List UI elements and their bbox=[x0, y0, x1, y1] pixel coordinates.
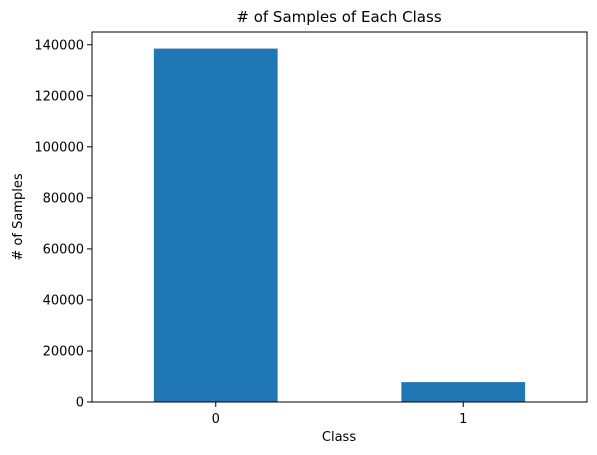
y-tick-label: 140000 bbox=[34, 38, 84, 53]
y-tick-label: 0 bbox=[76, 396, 84, 411]
x-tick-label: 0 bbox=[212, 412, 220, 427]
y-tick-label: 120000 bbox=[34, 89, 84, 104]
x-axis-label: Class bbox=[322, 430, 356, 445]
bars-group bbox=[153, 48, 526, 402]
chart-title: # of Samples of Each Class bbox=[236, 8, 441, 26]
y-axis-ticks: 0 20000 40000 60000 80000 100000 120000 140000 bbox=[34, 38, 92, 411]
y-tick-label: 100000 bbox=[34, 140, 84, 155]
bar-class-1 bbox=[401, 382, 526, 402]
plot-frame bbox=[91, 31, 588, 403]
y-axis-label: # of Samples bbox=[11, 173, 26, 260]
y-tick-label: 60000 bbox=[43, 242, 84, 257]
y-tick-label: 80000 bbox=[43, 191, 84, 206]
y-tick-label: 20000 bbox=[43, 344, 84, 359]
y-tick-label: 40000 bbox=[43, 293, 84, 308]
bar-class-0 bbox=[153, 48, 278, 402]
x-tick-label: 1 bbox=[459, 412, 467, 427]
